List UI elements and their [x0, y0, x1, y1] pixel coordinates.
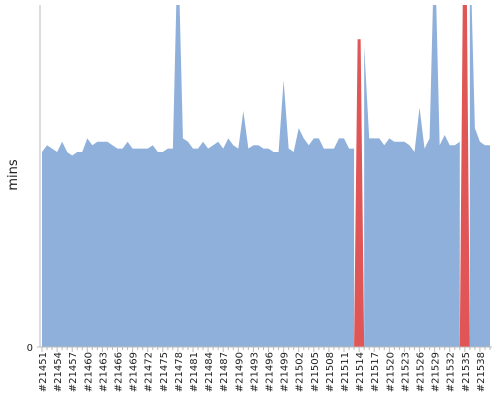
- x-tick-label: #21538: [476, 352, 487, 392]
- x-tick-label: #21502: [295, 352, 306, 392]
- area: [42, 5, 355, 347]
- x-tick-label: #21505: [310, 352, 321, 392]
- x-tick-label: #21457: [68, 352, 79, 392]
- x-tick-label: #21493: [249, 352, 260, 392]
- y-axis-label: mins: [6, 159, 21, 191]
- x-tick-label: #21475: [159, 352, 170, 392]
- x-tick-label: #21529: [431, 352, 442, 392]
- x-tick-label: #21535: [461, 352, 472, 392]
- x-tick-label: #21472: [144, 352, 155, 392]
- x-tick-label: #21520: [385, 352, 396, 392]
- x-tick-label: #21517: [370, 352, 381, 392]
- x-tick-label: #21466: [114, 352, 125, 392]
- x-tick-label: #21496: [265, 352, 276, 392]
- area: [354, 39, 365, 347]
- x-tick-label: #21532: [446, 352, 457, 392]
- x-tick-label: #21490: [234, 352, 245, 392]
- area: [459, 5, 470, 347]
- x-tick-label: #21499: [280, 352, 291, 392]
- x-tick-label: #21487: [219, 352, 230, 392]
- x-tick-label: #21478: [174, 352, 185, 392]
- x-tick-label: #21484: [204, 352, 215, 392]
- x-tick-label: #21514: [355, 352, 366, 392]
- x-tick-label: #21454: [53, 352, 64, 392]
- area: [469, 5, 490, 347]
- x-tick-label: #21469: [129, 352, 140, 392]
- x-tick-label: #21526: [416, 352, 427, 392]
- y-tick-label: 0: [27, 343, 33, 354]
- x-tick-label: #21508: [325, 352, 336, 392]
- x-tick-label: #21523: [400, 352, 411, 392]
- x-tick-label: #21460: [83, 352, 94, 392]
- x-tick-label: #21511: [340, 352, 351, 392]
- plot-area: [42, 5, 490, 347]
- x-tick-label: #21481: [189, 352, 200, 392]
- x-tick-label: #21451: [38, 352, 49, 392]
- x-tick-label: #21463: [98, 352, 109, 392]
- area: [364, 5, 460, 347]
